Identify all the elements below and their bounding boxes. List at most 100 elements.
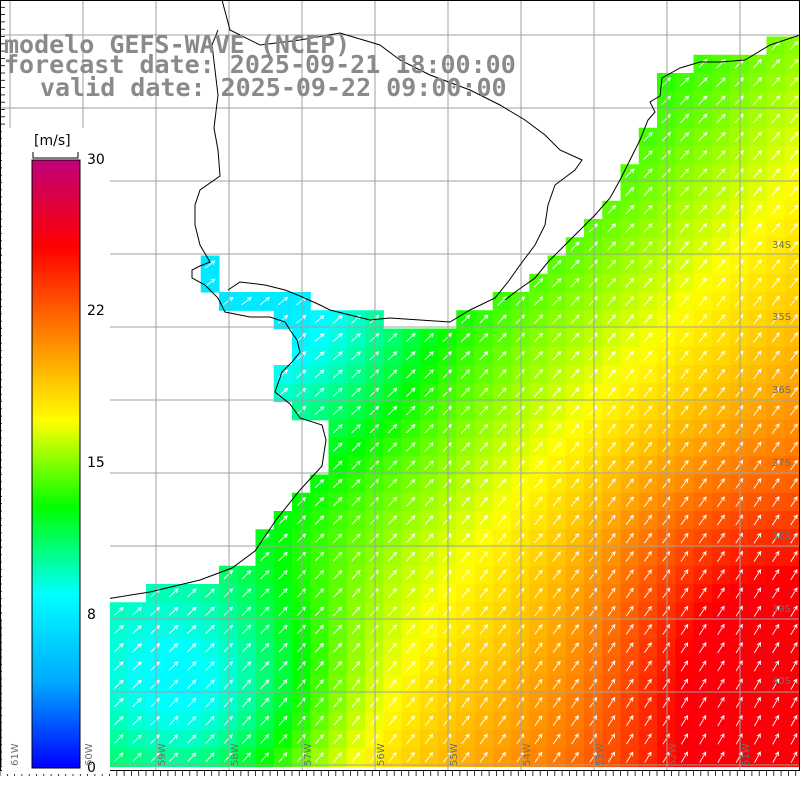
wind-arrow: [369, 478, 379, 489]
wind-arrow: [716, 350, 726, 361]
wind-arrow: [479, 678, 488, 690]
wind-arrow: [424, 533, 434, 544]
wind-arrow: [442, 369, 453, 379]
lon-label-53w: 53W: [595, 743, 606, 766]
wind-arrow: [406, 442, 416, 452]
wind-arrow: [424, 624, 434, 635]
wind-speed-cell: [438, 328, 457, 348]
wind-speed-cell: [693, 565, 713, 585]
wind-arrow: [351, 606, 361, 617]
wind-arrow: [753, 496, 762, 508]
wind-arrow: [369, 533, 379, 544]
wind-speed-cell: [711, 456, 731, 476]
wind-arrow: [205, 752, 215, 763]
wind-arrow: [442, 551, 452, 562]
lat-label-40s: 40S: [772, 676, 792, 687]
wind-arrow: [333, 751, 342, 763]
wind-speed-cell: [675, 91, 695, 111]
wind-arrow: [314, 351, 325, 361]
wind-arrow: [644, 715, 652, 727]
wind-arrow: [771, 313, 780, 325]
wind-arrow: [223, 752, 233, 763]
wind-arrow: [625, 314, 635, 325]
wind-arrow: [314, 642, 325, 653]
wind-arrow: [113, 716, 124, 726]
wind-arrow: [789, 277, 799, 288]
wind-arrow: [479, 478, 489, 489]
wind-arrow: [534, 496, 543, 507]
wind-arrow: [734, 131, 744, 142]
wind-arrow: [332, 369, 343, 379]
wind-speed-cell: [784, 346, 800, 366]
wind-arrow: [351, 624, 361, 635]
wind-speed-cell: [310, 620, 330, 640]
colorbar-unit-bracket: [32, 152, 79, 159]
wind-speed-cell: [419, 365, 439, 384]
wind-arrow: [570, 532, 580, 544]
wind-arrow: [643, 204, 653, 215]
wind-arrow: [772, 587, 780, 599]
wind-arrow: [296, 624, 306, 635]
wind-speed-cell: [784, 182, 800, 202]
wind-arrow: [387, 387, 398, 397]
wind-arrow: [406, 478, 416, 489]
wind-arrow: [406, 405, 416, 416]
wind-arrow: [661, 150, 671, 160]
wind-speed-cell: [602, 401, 622, 421]
wind-arrow: [461, 587, 470, 598]
wind-arrow: [497, 533, 507, 544]
wind-arrow: [369, 679, 379, 690]
wind-speed-cell: [365, 474, 384, 494]
wind-speed-cell: [748, 474, 768, 494]
wind-arrow: [296, 733, 306, 744]
wind-arrow: [406, 569, 416, 580]
wind-speed-cell: [237, 584, 257, 603]
wind-speed-cell: [401, 365, 421, 384]
wind-arrow: [534, 532, 543, 544]
wind-speed-cell: [730, 401, 749, 421]
wind-arrow: [242, 752, 252, 763]
wind-arrow: [607, 696, 616, 708]
wind-speed-cell: [638, 529, 658, 549]
wind-arrow: [698, 550, 707, 562]
wind-arrow: [606, 277, 617, 288]
wind-arrow: [570, 423, 580, 434]
wind-arrow: [296, 752, 306, 763]
wind-arrow: [314, 405, 325, 416]
wind-arrow: [625, 569, 634, 580]
wind-arrow: [277, 296, 289, 306]
wind-arrow: [369, 442, 380, 452]
wind-arrow: [734, 150, 744, 160]
wind-arrow: [771, 149, 781, 160]
wind-arrow: [680, 350, 689, 361]
wind-arrow: [461, 660, 470, 672]
wind-arrow: [625, 259, 635, 270]
wind-arrow: [260, 679, 270, 690]
wind-arrow: [790, 532, 798, 544]
wind-arrow: [771, 222, 781, 233]
wind-arrow: [771, 240, 780, 252]
coastline-segment: [504, 34, 800, 301]
wind-arrow: [498, 751, 506, 763]
wind-speed-cell: [547, 547, 567, 567]
wind-speed-cell: [164, 748, 184, 768]
wind-speed-cell: [255, 730, 275, 749]
wind-speed-cell: [784, 127, 800, 147]
wind-arrow: [387, 496, 398, 507]
wind-arrow: [479, 314, 489, 324]
wind-speed-cell: [547, 492, 567, 512]
wind-speed-cell: [565, 565, 585, 585]
wind-arrow: [625, 587, 634, 599]
wind-arrow: [716, 58, 726, 69]
wind-arrow: [661, 277, 671, 288]
wind-speed-cell: [584, 219, 603, 238]
wind-speed-cell: [529, 620, 549, 640]
wind-arrow: [717, 642, 725, 654]
wind-arrow: [607, 623, 616, 635]
wind-arrow: [479, 332, 489, 343]
wind-arrow: [424, 405, 434, 416]
wind-arrow: [753, 569, 762, 581]
wind-arrow: [625, 696, 634, 708]
wind-arrow: [479, 642, 488, 653]
wind-speed-cell: [383, 657, 403, 676]
